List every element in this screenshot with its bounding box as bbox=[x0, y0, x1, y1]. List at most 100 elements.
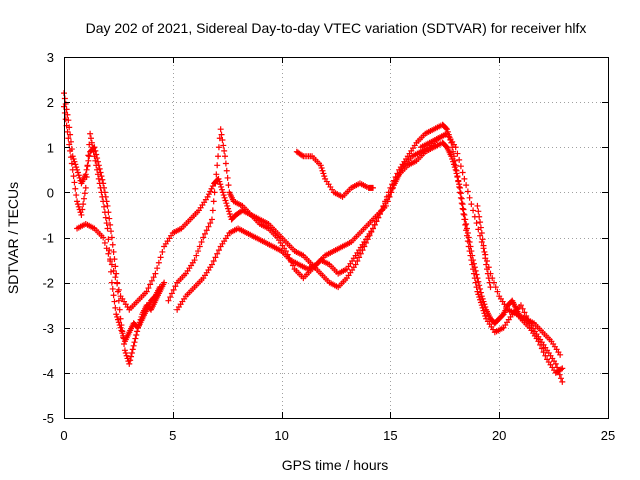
data-point bbox=[320, 170, 327, 177]
data-point bbox=[101, 209, 108, 216]
data-point bbox=[464, 188, 471, 195]
series-track-6 bbox=[293, 148, 376, 200]
data-point bbox=[156, 284, 163, 291]
data-point bbox=[218, 186, 225, 193]
data-point bbox=[456, 156, 463, 163]
data-point bbox=[94, 166, 101, 173]
data-point bbox=[119, 330, 126, 337]
data-point bbox=[457, 163, 464, 170]
data-point bbox=[213, 171, 220, 178]
data-point bbox=[67, 131, 74, 138]
data-point bbox=[219, 189, 226, 196]
data-point bbox=[215, 247, 222, 254]
data-point bbox=[97, 184, 104, 191]
data-point bbox=[216, 178, 223, 185]
data-point bbox=[118, 327, 125, 334]
data-point bbox=[484, 266, 491, 273]
gridlines bbox=[64, 57, 608, 418]
data-point bbox=[455, 178, 462, 185]
data-point bbox=[519, 305, 526, 312]
data-point bbox=[89, 144, 96, 151]
data-point bbox=[557, 375, 564, 382]
data-point bbox=[86, 153, 93, 160]
data-point bbox=[208, 261, 215, 268]
data-point bbox=[480, 242, 487, 249]
data-point bbox=[394, 170, 401, 177]
axis-ticks: 0 5 10 15 20 25 -5 -4 -3 -2 -1 0 1 2 3 bbox=[42, 50, 615, 443]
data-point bbox=[62, 116, 69, 123]
data-point bbox=[103, 245, 110, 252]
data-point bbox=[70, 173, 77, 180]
data-point bbox=[225, 208, 232, 215]
data-point bbox=[212, 180, 219, 187]
data-point bbox=[555, 368, 562, 375]
data-point bbox=[217, 181, 224, 188]
data-point bbox=[159, 248, 166, 255]
data-point bbox=[84, 163, 91, 170]
y-axis-label: SDTVAR / TECUs bbox=[5, 182, 21, 294]
data-point bbox=[461, 175, 468, 182]
data-point bbox=[468, 257, 475, 264]
data-point bbox=[452, 162, 459, 169]
data-point bbox=[127, 357, 134, 364]
data-point bbox=[471, 275, 478, 282]
data-point bbox=[92, 157, 99, 164]
data-point bbox=[128, 353, 135, 360]
data-point bbox=[475, 278, 482, 285]
x-tick-label: 25 bbox=[601, 428, 615, 443]
data-point bbox=[83, 174, 90, 181]
data-point bbox=[215, 144, 222, 151]
data-point bbox=[72, 185, 79, 192]
data-point bbox=[393, 176, 400, 183]
data-point bbox=[112, 263, 119, 270]
data-point bbox=[389, 181, 396, 188]
y-tick-label: 3 bbox=[47, 50, 54, 65]
data-point bbox=[209, 183, 216, 190]
data-point bbox=[115, 319, 122, 326]
data-point bbox=[218, 131, 225, 138]
data-point bbox=[486, 279, 493, 286]
data-point bbox=[106, 215, 113, 222]
data-point bbox=[123, 352, 130, 359]
data-point bbox=[198, 239, 205, 246]
data-point bbox=[463, 220, 470, 227]
data-point bbox=[170, 286, 177, 293]
data-point bbox=[384, 198, 391, 205]
data-point bbox=[450, 148, 457, 155]
data-point bbox=[64, 128, 71, 135]
data-point bbox=[208, 216, 215, 223]
data-point bbox=[222, 153, 229, 160]
data-point bbox=[111, 298, 118, 305]
data-point bbox=[479, 304, 486, 311]
data-point bbox=[108, 234, 115, 241]
data-point bbox=[110, 292, 117, 299]
data-point bbox=[96, 165, 103, 172]
data-point bbox=[477, 285, 484, 292]
data-point bbox=[205, 223, 212, 230]
data-point bbox=[369, 184, 376, 191]
data-point bbox=[375, 214, 382, 221]
data-point bbox=[109, 241, 116, 248]
data-point bbox=[559, 378, 566, 385]
data-point bbox=[131, 339, 138, 346]
data-point bbox=[463, 182, 470, 189]
data-point bbox=[472, 279, 479, 286]
data-point bbox=[218, 183, 225, 190]
data-point bbox=[392, 174, 399, 181]
data-point bbox=[450, 153, 457, 160]
data-point bbox=[395, 173, 402, 180]
data-point bbox=[155, 259, 162, 266]
data-point bbox=[321, 173, 328, 180]
data-point bbox=[101, 239, 108, 246]
data-point bbox=[87, 130, 94, 137]
y-tick-label: 2 bbox=[47, 95, 54, 110]
data-point bbox=[82, 171, 89, 178]
data-point bbox=[104, 202, 111, 209]
data-point bbox=[101, 203, 108, 210]
data-point bbox=[224, 174, 231, 181]
data-point bbox=[129, 346, 136, 353]
data-point bbox=[443, 130, 450, 137]
data-point bbox=[391, 180, 398, 187]
data-point bbox=[107, 221, 114, 228]
data-point bbox=[487, 284, 494, 291]
